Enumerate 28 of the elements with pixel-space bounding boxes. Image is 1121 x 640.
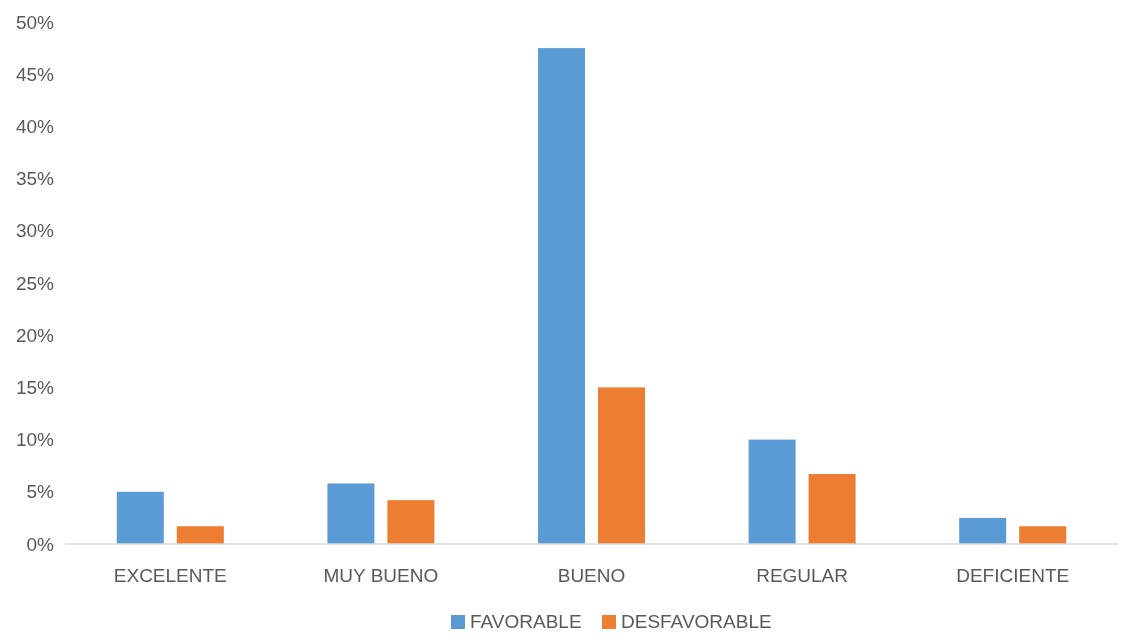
y-tick-label: 20% — [15, 324, 55, 346]
x-tick-label: BUENO — [557, 565, 626, 586]
bar — [748, 439, 796, 544]
y-tick-label: 5% — [26, 481, 55, 503]
x-tick-label: MUY BUENO — [323, 565, 439, 586]
bar — [176, 526, 224, 544]
y-tick-label: 35% — [15, 168, 55, 190]
legend-label: FAVORABLE — [470, 611, 582, 632]
y-tick-label: 40% — [15, 116, 55, 138]
y-tick-label: 0% — [26, 533, 55, 555]
x-tick-label: DEFICIENTE — [956, 565, 1070, 586]
y-tick-label: 45% — [15, 63, 55, 85]
y-tick-label: 10% — [15, 429, 55, 451]
bar — [959, 517, 1007, 544]
y-tick-label: 25% — [15, 272, 55, 294]
y-tick-label: 30% — [15, 220, 55, 242]
bar — [1019, 526, 1067, 544]
bar — [808, 474, 856, 544]
bar — [387, 500, 435, 544]
y-tick-label: 50% — [15, 11, 55, 33]
x-tick-label: EXCELENTE — [113, 565, 227, 586]
bar — [598, 387, 645, 544]
x-tick-label: REGULAR — [756, 565, 849, 586]
bar — [327, 483, 375, 544]
bar — [116, 491, 164, 544]
bar — [538, 48, 585, 544]
y-tick-label: 15% — [15, 377, 55, 399]
legend-label: DESFAVORABLE — [621, 611, 772, 632]
